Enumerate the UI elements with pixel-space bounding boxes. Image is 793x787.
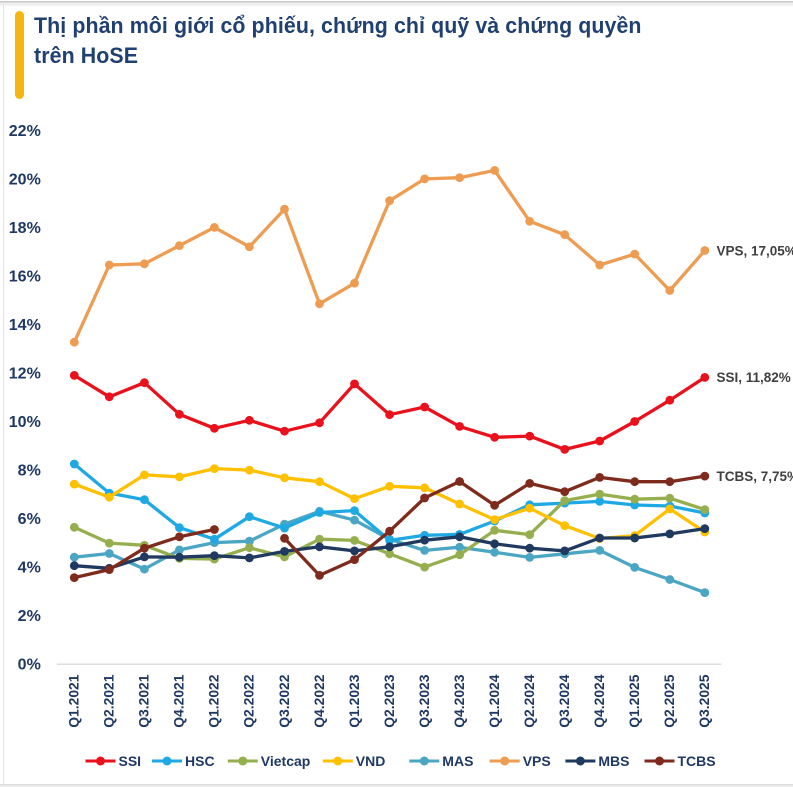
svg-text:Vietcap: Vietcap	[261, 753, 311, 769]
svg-text:Q3.2025: Q3.2025	[696, 674, 712, 728]
svg-text:6%: 6%	[18, 511, 41, 528]
svg-text:Q2.2024: Q2.2024	[521, 674, 537, 728]
svg-text:Q2.2023: Q2.2023	[381, 674, 397, 728]
svg-text:Q1.2022: Q1.2022	[206, 674, 222, 728]
svg-text:VND: VND	[356, 753, 386, 769]
svg-text:Q3.2022: Q3.2022	[276, 674, 292, 728]
svg-text:Q4.2024: Q4.2024	[591, 674, 607, 728]
svg-text:Q1.2021: Q1.2021	[66, 674, 82, 728]
svg-text:18%: 18%	[9, 220, 41, 237]
svg-text:Q3.2021: Q3.2021	[136, 674, 152, 728]
svg-text:Q1.2025: Q1.2025	[626, 674, 642, 728]
svg-text:22%: 22%	[9, 123, 41, 140]
svg-text:Q4.2023: Q4.2023	[451, 674, 467, 728]
svg-text:HSC: HSC	[185, 753, 215, 769]
svg-text:8%: 8%	[18, 463, 41, 480]
svg-text:Q2.2022: Q2.2022	[241, 674, 257, 728]
svg-text:MAS: MAS	[442, 753, 473, 769]
svg-text:2%: 2%	[18, 608, 41, 625]
svg-text:Q1.2024: Q1.2024	[486, 674, 502, 728]
svg-text:Q3.2024: Q3.2024	[556, 674, 572, 728]
svg-text:0%: 0%	[18, 657, 41, 674]
svg-text:Q1.2023: Q1.2023	[346, 674, 362, 728]
svg-text:MBS: MBS	[598, 753, 629, 769]
svg-text:Q3.2023: Q3.2023	[416, 674, 432, 728]
svg-text:VPS, 17,05%: VPS, 17,05%	[717, 243, 793, 258]
svg-text:TCBS, 7,75%: TCBS, 7,75%	[717, 469, 793, 484]
svg-text:VPS: VPS	[523, 753, 551, 769]
svg-text:20%: 20%	[9, 171, 41, 188]
svg-text:12%: 12%	[9, 366, 41, 383]
svg-text:14%: 14%	[9, 317, 41, 334]
svg-text:Q2.2021: Q2.2021	[101, 674, 117, 728]
svg-text:Q2.2025: Q2.2025	[661, 674, 677, 728]
svg-text:4%: 4%	[18, 560, 41, 577]
svg-text:Q4.2022: Q4.2022	[311, 674, 327, 728]
svg-text:SSI: SSI	[119, 753, 142, 769]
svg-text:TCBS: TCBS	[678, 753, 716, 769]
svg-text:16%: 16%	[9, 268, 41, 285]
svg-text:Q4.2021: Q4.2021	[171, 674, 187, 728]
svg-text:SSI, 11,82%: SSI, 11,82%	[717, 370, 791, 385]
svg-text:10%: 10%	[9, 414, 41, 431]
